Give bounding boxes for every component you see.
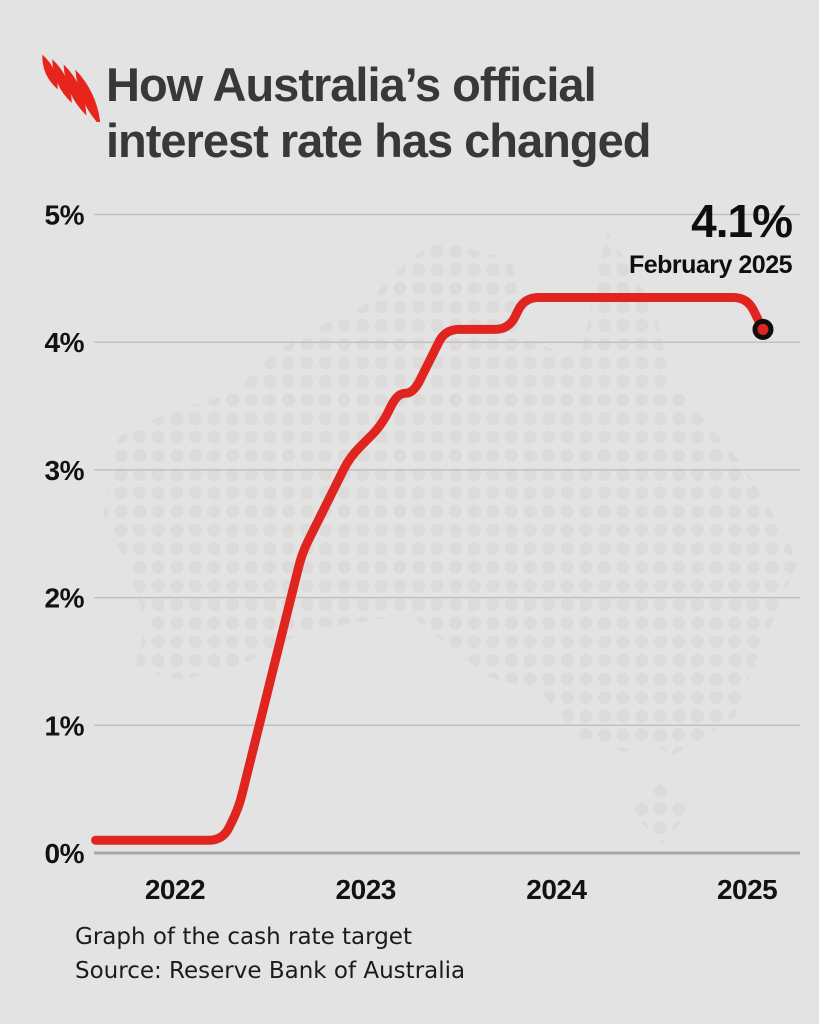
- latest-rate-value: 4.1%: [691, 195, 793, 247]
- x-tick-label: 2025: [717, 874, 777, 905]
- y-tick-label: 2%: [45, 583, 85, 614]
- page-title: How Australia’s official interest rate h…: [106, 57, 786, 169]
- title-line-2: interest rate has changed: [106, 114, 651, 168]
- cash-rate-line: [91, 293, 768, 845]
- y-tick-label: 5%: [45, 200, 85, 231]
- y-tick-label: 3%: [45, 455, 85, 486]
- latest-rate-date: February 2025: [628, 251, 793, 279]
- y-tick-label: 1%: [45, 710, 85, 741]
- source-line: Source: Reserve Bank of Australia: [75, 958, 466, 984]
- australia-dot-map: [103, 231, 797, 845]
- x-tick-label: 2024: [526, 874, 587, 905]
- latest-point-marker: [752, 318, 774, 340]
- x-tick-label: 2022: [145, 874, 205, 905]
- x-tick-label: 2023: [336, 874, 396, 905]
- sbs-logo-icon: [42, 54, 100, 122]
- title-line-1: How Australia’s official: [106, 58, 597, 112]
- latest-rate-annotation: 4.1% February 2025: [628, 195, 793, 280]
- y-tick-label: 0%: [45, 838, 85, 869]
- y-tick-label: 4%: [45, 327, 85, 358]
- caption-line: Graph of the cash rate target: [75, 924, 412, 950]
- chart-caption: Graph of the cash rate target Source: Re…: [75, 920, 465, 988]
